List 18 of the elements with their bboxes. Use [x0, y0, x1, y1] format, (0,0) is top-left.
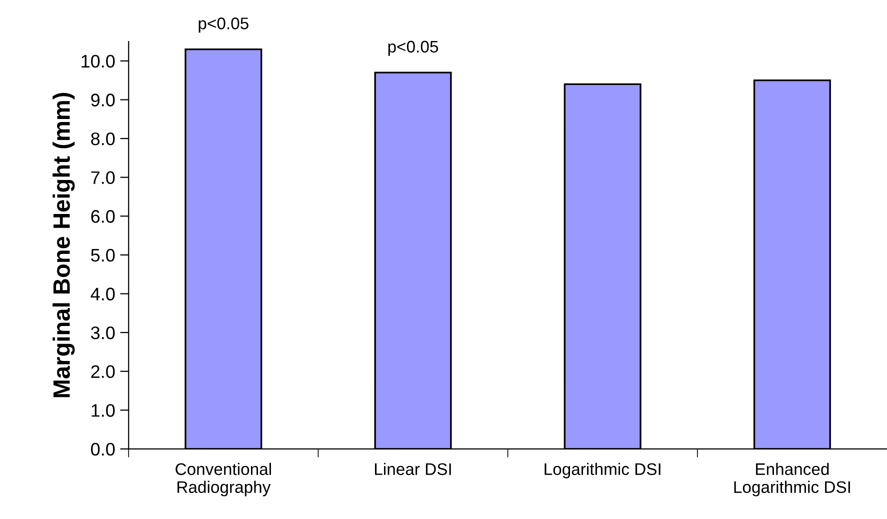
y-tick-label: 9.0: [91, 94, 115, 106]
y-tick-label: 5.0: [91, 248, 115, 262]
x-tick-label: Logarithmic DSI: [544, 462, 660, 478]
y-tick-label: 1.0: [92, 404, 115, 417]
y-tick-label: 8.0: [91, 132, 115, 146]
y-tick-label: 6.0: [91, 210, 115, 223]
y-tick-label: 3.0: [91, 326, 115, 340]
annotation: p<0.05: [198, 18, 248, 33]
y-tick-label: 7.0: [91, 171, 115, 184]
x-tick-label: Conventional Radiography: [176, 462, 271, 496]
y-axis-title: Marginal Bone Height (mm): [52, 92, 75, 398]
y-tick-label: 0.0: [91, 442, 115, 456]
y-tick-label: 10.0: [82, 54, 115, 68]
x-tick-label: Enhanced Logarithmic DSI: [734, 462, 850, 496]
y-tick-label: 4.0: [90, 288, 115, 300]
y-tick-label: 2.0: [91, 365, 115, 378]
x-tick-label: Linear DSI: [375, 462, 451, 476]
annotation: p<0.05: [388, 40, 438, 56]
